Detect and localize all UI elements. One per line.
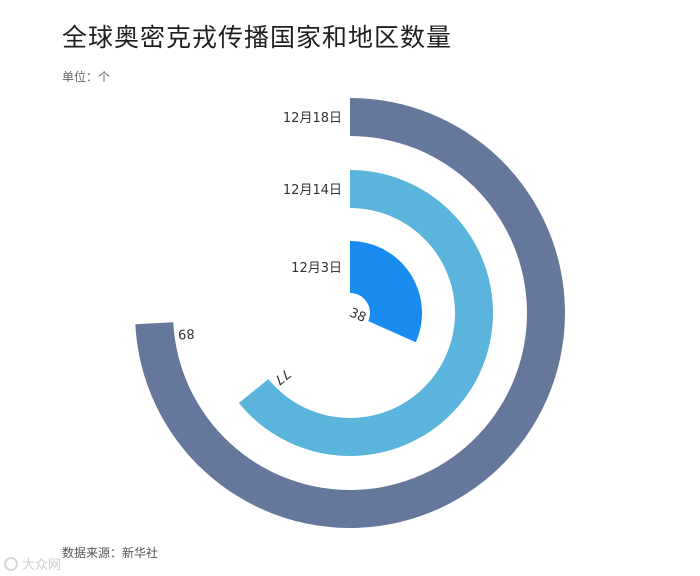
radial-bar-3 (350, 241, 422, 343)
category-label: 12月14日 (283, 183, 342, 198)
watermark-text: 大众网 (22, 558, 62, 573)
category-label: 12月18日 (283, 111, 342, 126)
watermark-logo-icon (4, 556, 18, 571)
value-label: 89 (178, 325, 195, 341)
watermark: 大众网 (4, 554, 61, 573)
value-label: 38 (347, 306, 368, 326)
radial-bar-2 (238, 170, 494, 456)
source-note: 数据来源：新华社 (62, 546, 159, 560)
chart-title: 全球奥密克戎传播国家和地区数量 (62, 23, 453, 52)
value-label: 77 (271, 365, 293, 387)
unit-label: 单位：个 (62, 70, 111, 84)
category-label: 12月3日 (291, 261, 342, 276)
